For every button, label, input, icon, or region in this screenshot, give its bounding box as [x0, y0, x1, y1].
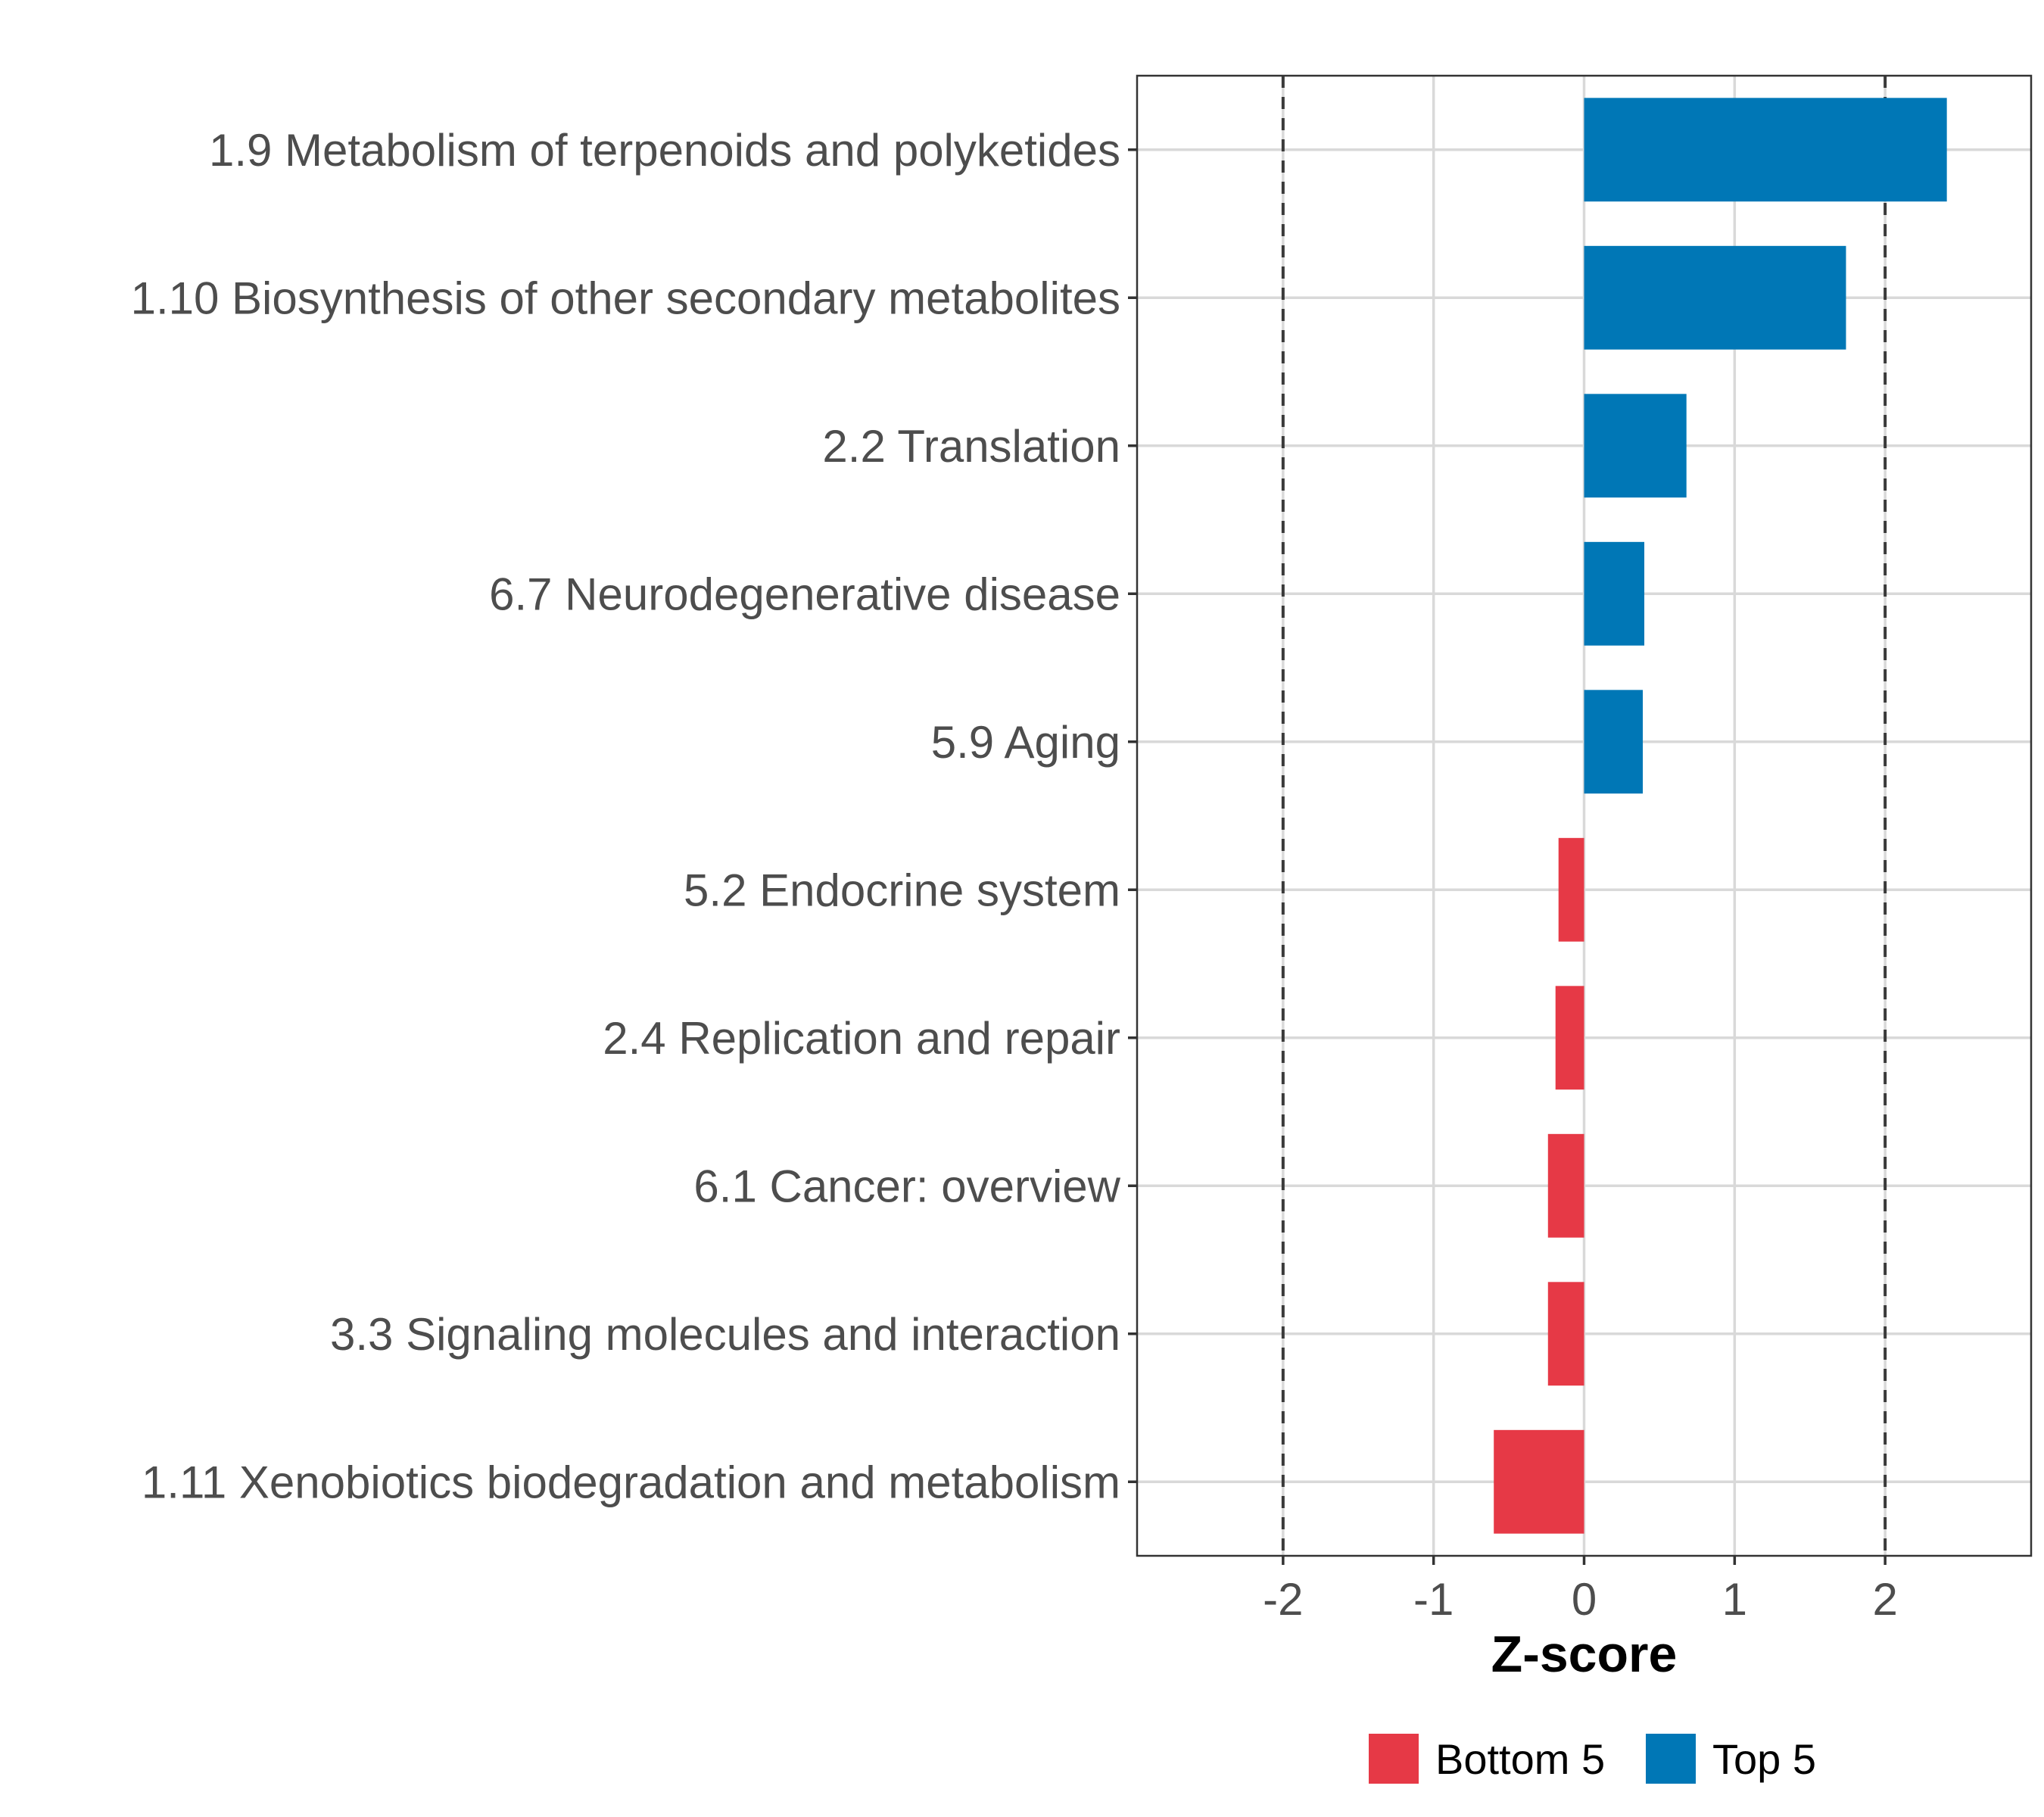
category-label: 5.9 Aging: [931, 717, 1120, 768]
category-label: 6.1 Cancer: overview: [693, 1161, 1120, 1211]
x-tick-label: 0: [1572, 1574, 1597, 1625]
x-tick-label: 2: [1872, 1574, 1897, 1625]
x-axis-title: Z-score: [1491, 1625, 1678, 1683]
legend-key: [1646, 1734, 1696, 1784]
x-axis-ticks: -2 -1 0 1 2: [1263, 1556, 1898, 1625]
category-label: 1.10 Biosynthesis of other secondary met…: [131, 273, 1120, 323]
category-label: 1.9 Metabolism of terpenoids and polyket…: [209, 125, 1120, 176]
bar: [1558, 837, 1584, 942]
x-tick-label: -2: [1263, 1574, 1303, 1625]
x-tick-label: -1: [1413, 1574, 1454, 1625]
bar: [1584, 245, 1846, 350]
bar: [1555, 986, 1584, 1090]
y-axis-ticks: 1.9 Metabolism of terpenoids and polyket…: [131, 125, 1137, 1507]
category-label: 5.2 Endocrine system: [684, 865, 1120, 915]
legend-key: [1369, 1734, 1419, 1784]
bar: [1547, 1133, 1584, 1238]
category-label: 6.7 Neurodegenerative disease: [489, 569, 1120, 619]
category-label: 2.2 Translation: [822, 421, 1120, 472]
bar: [1584, 98, 1947, 202]
category-label: 2.4 Replication and repair: [603, 1013, 1120, 1064]
bar: [1547, 1282, 1584, 1386]
legend: Bottom 5 Top 5: [1369, 1734, 1816, 1784]
category-label: 3.3 Signaling molecules and interaction: [330, 1309, 1120, 1360]
bar: [1584, 541, 1645, 646]
bars: [1494, 98, 1947, 1534]
legend-label: Bottom 5: [1435, 1735, 1605, 1783]
bar: [1494, 1429, 1584, 1534]
bar: [1584, 690, 1644, 794]
reference-lines: [1281, 76, 1887, 1556]
legend-label: Top 5: [1712, 1735, 1816, 1783]
x-tick-label: 1: [1722, 1574, 1747, 1625]
bar: [1584, 394, 1687, 498]
category-label: 1.11 Xenobiotics biodegradation and meta…: [142, 1457, 1120, 1507]
